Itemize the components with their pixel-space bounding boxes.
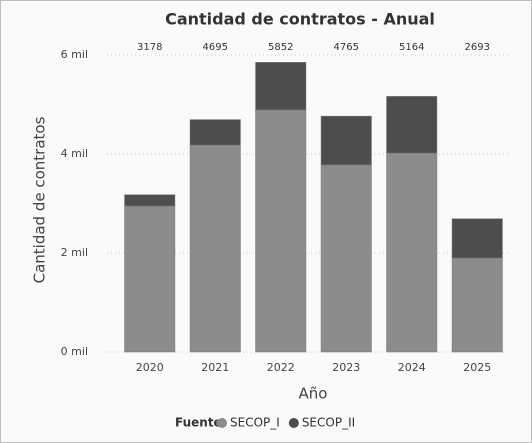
legend-swatch <box>288 418 299 428</box>
y-tick-label: 4 mil <box>61 147 88 160</box>
y-tick-label: 0 mil <box>61 345 88 358</box>
total-label: 5164 <box>399 42 424 53</box>
bar-segment <box>320 164 372 353</box>
legend-label: SECOP_I <box>230 416 280 430</box>
x-tick-label: 2023 <box>332 361 360 374</box>
bar-segment <box>451 218 503 259</box>
x-axis-title: Año <box>299 385 328 403</box>
bar-segment <box>451 257 503 353</box>
x-tick-label: 2024 <box>398 361 426 374</box>
bar-segment <box>320 115 372 166</box>
bar-segment <box>189 144 241 353</box>
x-tick-label: 2021 <box>201 361 229 374</box>
y-axis-title: Cantidad de contratos <box>31 116 49 283</box>
legend-title: Fuente <box>175 416 222 430</box>
y-tick-label: 6 mil <box>61 48 88 61</box>
total-label: 4765 <box>334 42 359 53</box>
x-tick-label: 2020 <box>136 361 164 374</box>
x-tick-label: 2022 <box>267 361 295 374</box>
total-label: 5852 <box>268 42 293 53</box>
bar-segment <box>386 96 438 154</box>
bar-segment <box>189 119 241 146</box>
chart-title: Cantidad de contratos - Anual <box>165 10 435 29</box>
total-label: 3178 <box>137 42 162 53</box>
bar-segment <box>255 109 307 353</box>
bar-segment <box>255 62 307 111</box>
legend: Fuente SECOP_I SECOP_II <box>175 416 355 430</box>
x-tick-label: 2025 <box>463 361 491 374</box>
bar-segment <box>386 152 438 353</box>
bar-segment <box>124 205 176 353</box>
bar-segment <box>124 194 176 207</box>
y-tick-label: 2 mil <box>61 246 88 259</box>
legend-label: SECOP_II <box>302 416 355 430</box>
total-label: 2693 <box>465 42 490 53</box>
legend-swatch <box>217 418 227 428</box>
total-label: 4695 <box>203 42 228 53</box>
